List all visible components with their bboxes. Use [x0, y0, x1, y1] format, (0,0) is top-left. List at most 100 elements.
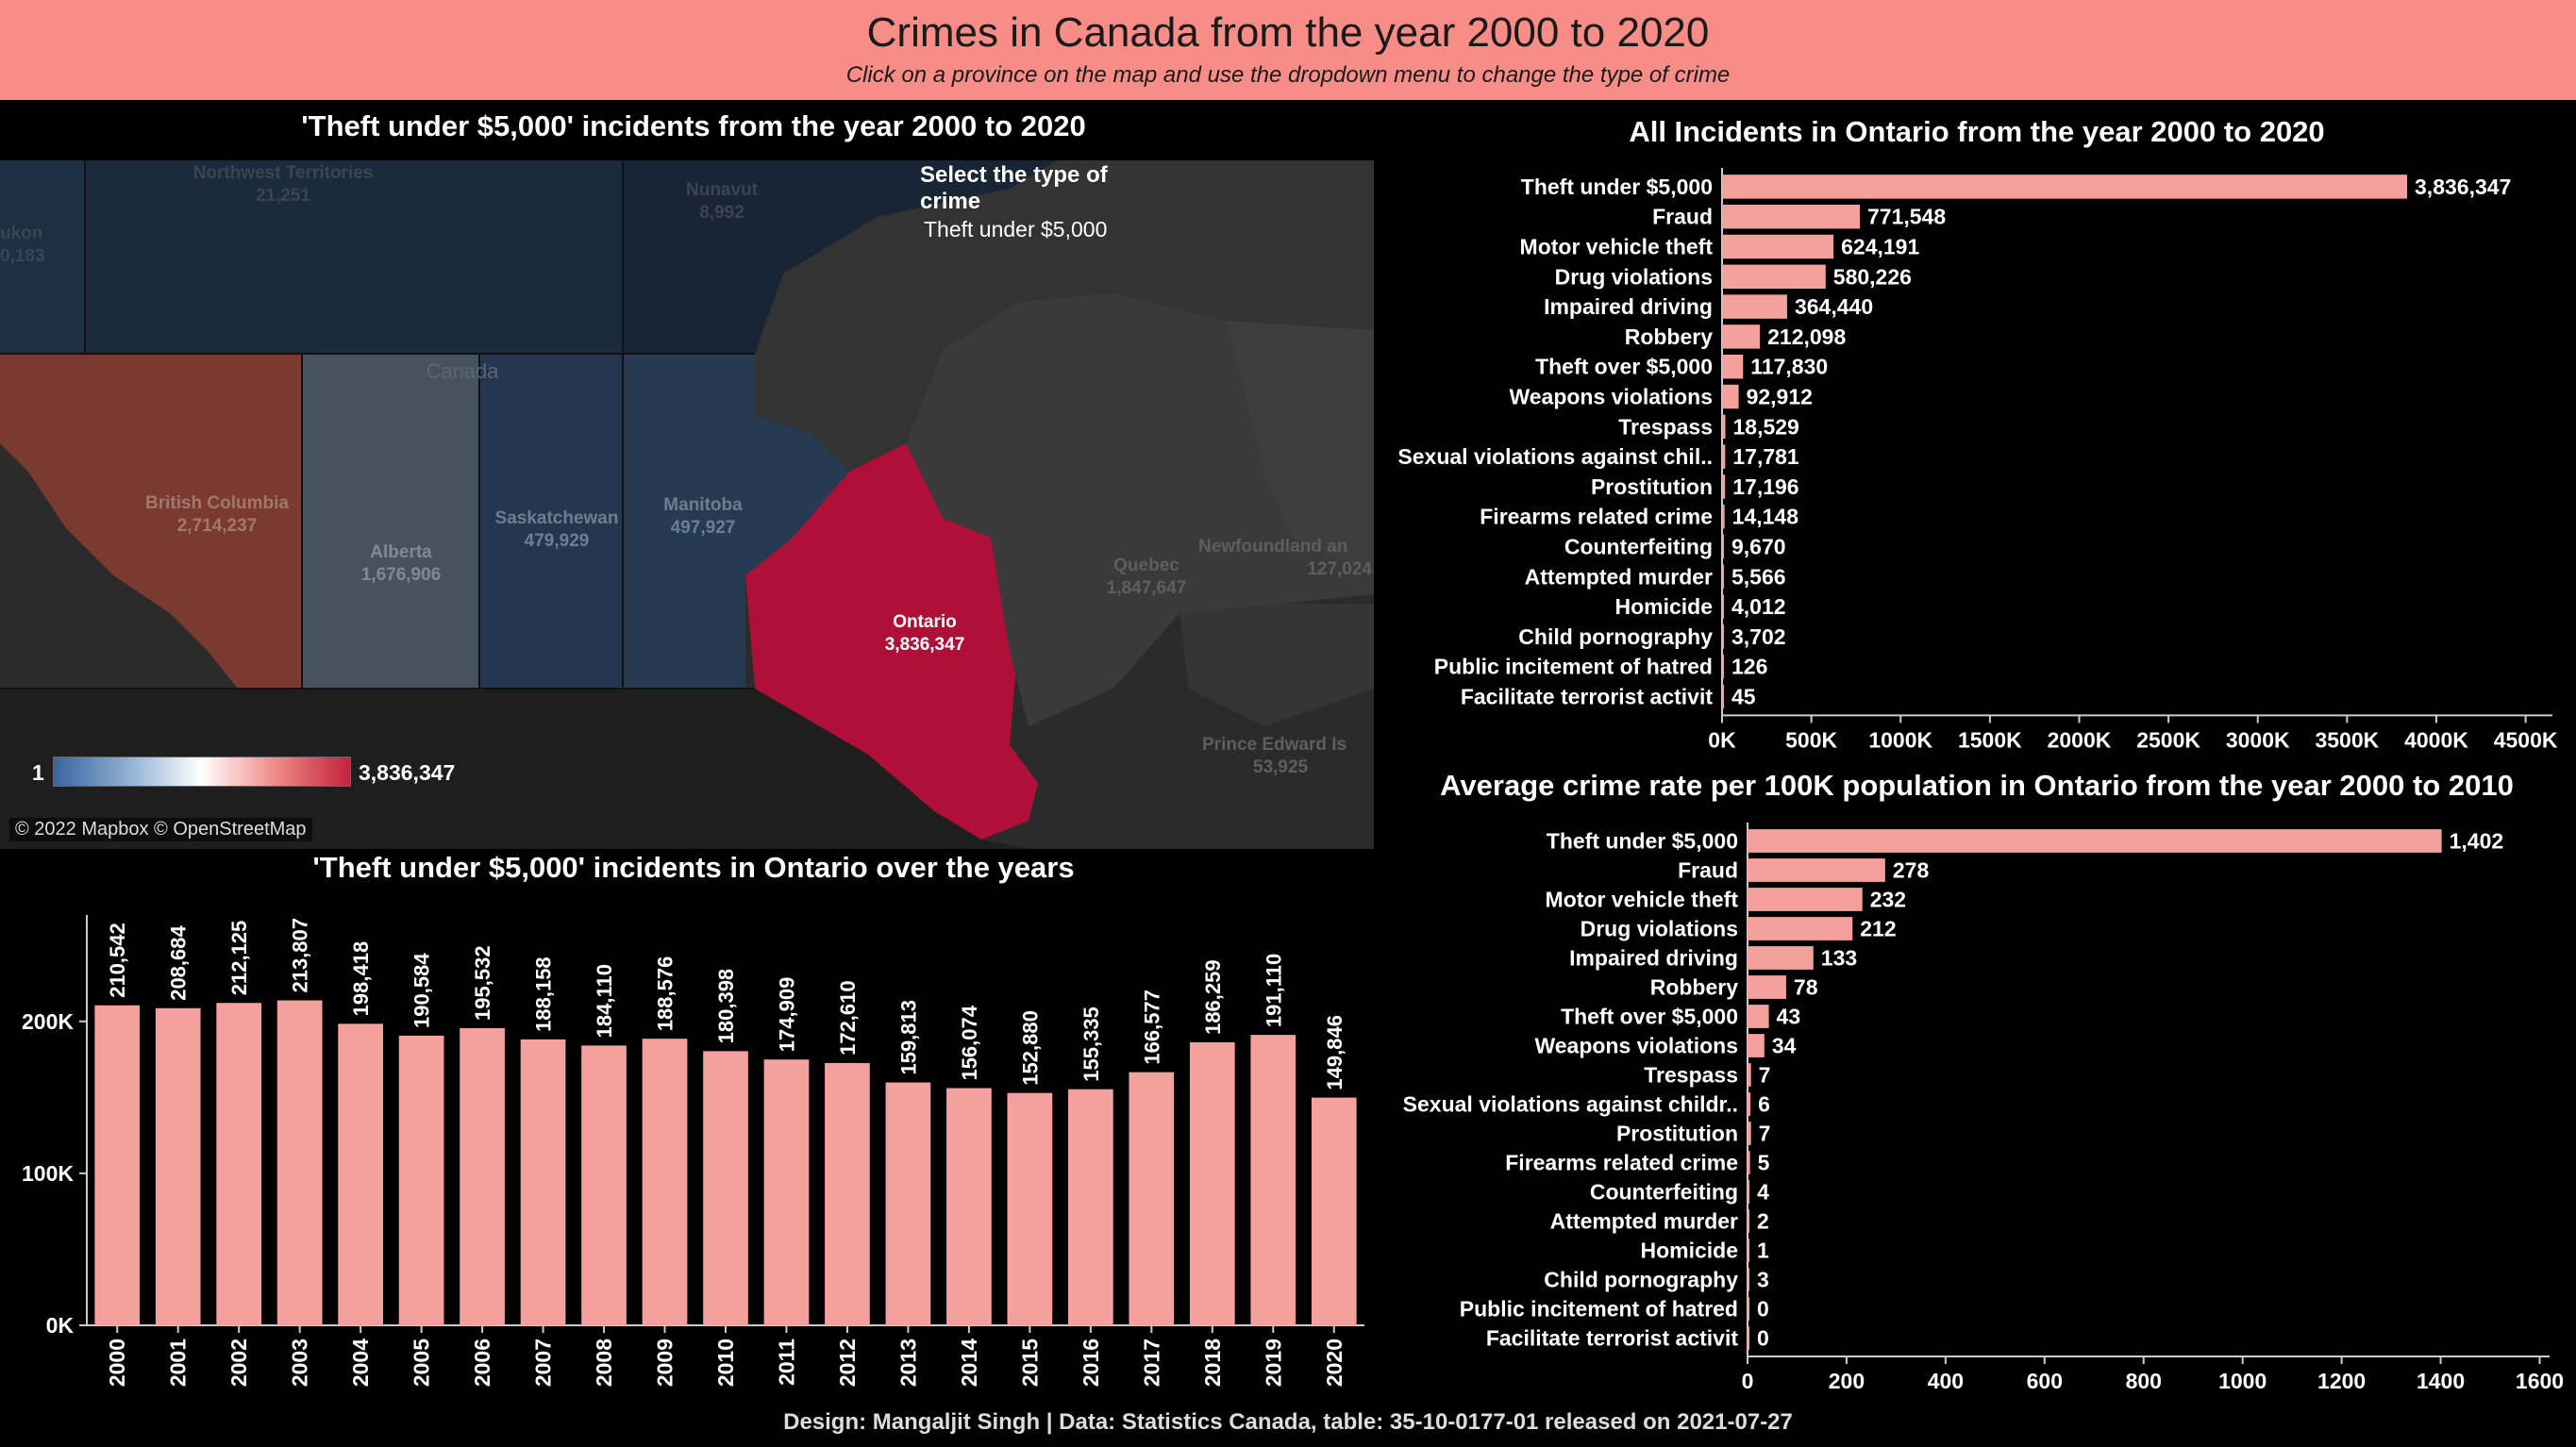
bar-value-label: 7 [1759, 1063, 1771, 1088]
bar [398, 1035, 444, 1325]
map-label-british-columbia: British Columbia 2,714,237 [144, 493, 289, 536]
category-label: Impaired driving [1569, 946, 1738, 971]
header-banner: Crimes in Canada from the year 2000 to 2… [0, 0, 2576, 100]
map-label-quebec: Quebec 1,847,647 [1106, 556, 1187, 598]
x-tick-label: 2007 [531, 1339, 556, 1387]
x-tick-label: 2001 [166, 1339, 191, 1387]
bar-value-label: 278 [1893, 858, 1930, 883]
bar [1748, 1209, 1749, 1233]
category-label: Counterfeiting [1564, 535, 1713, 559]
map-region-nunavut[interactable] [623, 160, 1057, 354]
bar-value-label: 2 [1757, 1209, 1769, 1234]
map-label-nwt: Northwest Territories 21,251 [192, 163, 374, 206]
bar-value-label: 210,542 [106, 923, 129, 998]
bar-value-label: 195,532 [471, 945, 494, 1021]
bar [1722, 204, 1861, 229]
avg-rate-title: Average crime rate per 100K population i… [1440, 769, 2514, 802]
category-label: Firearms related crime [1505, 1151, 1738, 1175]
category-label: Theft under $5,000 [1547, 829, 1738, 854]
category-label: Attempted murder [1525, 564, 1713, 589]
bar [338, 1023, 383, 1325]
bar [581, 1045, 627, 1325]
x-tick-label: 1400 [2417, 1369, 2465, 1393]
bar-value-label: 188,576 [654, 956, 677, 1032]
x-tick-label: 1000K [1868, 727, 1932, 752]
crime-select-value[interactable]: Theft under $5,000 [924, 217, 1108, 241]
x-tick-label: 2020 [1322, 1339, 1347, 1387]
bar [1068, 1089, 1113, 1325]
crime-type-dropdown[interactable]: Select the type of crime Theft under $5,… [920, 162, 1165, 242]
map-attribution[interactable]: © 2022 Mapbox © OpenStreetMap [9, 818, 312, 841]
category-label: Sexual violations against chil.. [1397, 444, 1713, 469]
map-region-hudson-area [755, 160, 1374, 472]
category-label: Homicide [1640, 1239, 1738, 1263]
over-years-chart: 0K 100K 200K 2000 210,542 2001 208,684 2002 212,… [22, 915, 1364, 1387]
bar-value-label: 3,836,347 [2415, 175, 2511, 199]
x-tick-label: 0K [1708, 727, 1736, 752]
x-tick-label: 3000K [2226, 727, 2290, 752]
map-region-maritimes[interactable] [1179, 604, 1374, 726]
bar-value-label: 213,807 [289, 918, 312, 993]
bar [946, 1088, 992, 1325]
bar [1129, 1072, 1175, 1325]
x-tick-label: 2012 [835, 1339, 860, 1387]
category-label: Weapons violations [1509, 385, 1713, 409]
bar-value-label: 43 [1777, 1005, 1801, 1029]
map-region-ontario[interactable] [745, 443, 1038, 840]
bar [1722, 414, 1726, 440]
map-region-alberta[interactable] [302, 354, 479, 689]
bar-value-label: 7 [1759, 1122, 1771, 1146]
bar [1250, 1035, 1296, 1325]
bar-value-label: 172,610 [836, 980, 860, 1056]
bar [94, 1005, 141, 1325]
bar [885, 1082, 931, 1325]
bar-value-label: 17,196 [1732, 474, 1798, 499]
bar [1748, 917, 1853, 940]
y-tick-label: 100K [22, 1161, 74, 1186]
bar [1748, 1122, 1751, 1145]
bar-value-label: 152,880 [1018, 1010, 1042, 1086]
dashboard-subtitle: Click on a province on the map and use t… [845, 62, 1731, 88]
category-label: Prostitution [1616, 1122, 1738, 1146]
x-tick-label: 2019 [1261, 1339, 1285, 1387]
bar-value-label: 155,335 [1079, 1006, 1103, 1082]
map-label-yukon: ukon 0,183 [0, 224, 45, 266]
bar-value-label: 159,813 [896, 1000, 920, 1075]
x-tick-label: 2006 [470, 1339, 494, 1387]
bar [1722, 564, 1724, 590]
map-region-northwest-territories[interactable] [0, 160, 623, 354]
category-label: Fraud [1652, 205, 1713, 229]
category-label: Robbery [1650, 975, 1739, 1000]
bar-value-label: 212 [1860, 917, 1896, 941]
bar [1748, 1092, 1751, 1116]
category-label: Facilitate terrorist activit [1486, 1326, 1738, 1351]
x-tick-label: 2018 [1200, 1339, 1225, 1387]
x-tick-label: 2008 [592, 1339, 616, 1387]
x-tick-label: 400 [1928, 1369, 1964, 1393]
bar [1722, 264, 1826, 290]
map-region-newfoundland[interactable] [1227, 321, 1374, 575]
map-label-newfoundland: Newfoundland an 127,024 [1198, 537, 1372, 579]
bar [1748, 829, 2442, 853]
map-label-ontario: Ontario 3,836,347 [884, 612, 965, 655]
map-region-yukon[interactable] [0, 160, 85, 354]
bar-value-label: 0 [1757, 1326, 1769, 1351]
bar-value-label: 580,226 [1833, 264, 1912, 289]
category-label: Child pornography [1518, 624, 1713, 649]
bar [1722, 474, 1726, 499]
category-label: Trespass [1618, 414, 1713, 439]
category-label: Prostitution [1591, 474, 1713, 499]
map-region-british-columbia[interactable] [0, 354, 302, 726]
bar-value-label: 17,781 [1732, 444, 1799, 469]
map-label-pei: Prince Edward Is 53,925 [1202, 735, 1347, 777]
bar-value-label: 3,702 [1731, 624, 1786, 649]
map-region-manitoba[interactable] [623, 354, 849, 689]
category-label: Public incitement of hatred [1460, 1297, 1738, 1322]
bar-value-label: 212,125 [227, 921, 251, 996]
map-region-saskatchewan[interactable] [479, 354, 623, 689]
province-map[interactable]: Northwest Territories 21,251 Nunavut 8,992… [0, 160, 1374, 849]
bar-value-label: 174,909 [775, 977, 798, 1053]
bar [1748, 1239, 1749, 1262]
x-tick-label: 4000K [2404, 727, 2468, 752]
